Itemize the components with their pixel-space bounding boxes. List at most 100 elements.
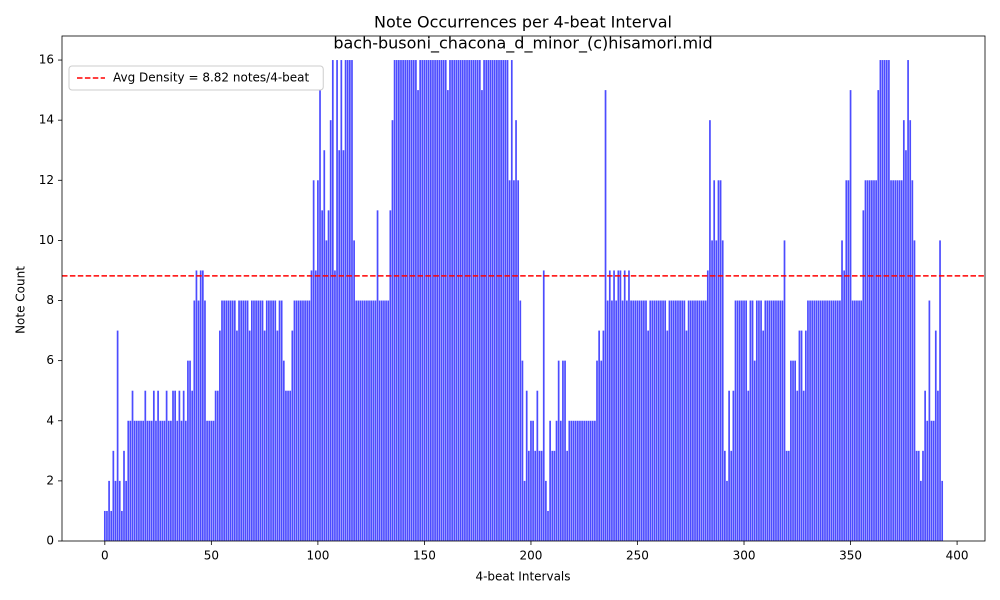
bar	[608, 270, 611, 541]
bar	[939, 240, 941, 541]
bar	[436, 60, 439, 542]
bar	[344, 60, 347, 542]
bar	[287, 390, 289, 541]
bar	[474, 60, 477, 542]
bar	[515, 120, 517, 542]
bar	[527, 450, 530, 541]
bar	[628, 270, 630, 541]
bar	[783, 240, 786, 541]
bar	[920, 480, 922, 541]
bar	[822, 300, 824, 541]
bar	[858, 300, 860, 541]
bar	[726, 480, 728, 541]
bar	[385, 300, 387, 541]
bar	[839, 300, 841, 541]
bar	[355, 300, 358, 541]
bar	[508, 180, 511, 542]
bar	[470, 60, 473, 542]
bar	[455, 60, 458, 542]
bar	[131, 390, 134, 541]
bar	[883, 60, 886, 542]
bar	[270, 300, 272, 541]
bar	[391, 120, 394, 542]
bar	[466, 60, 468, 542]
bar	[862, 210, 865, 541]
bar	[361, 300, 364, 541]
bar	[376, 210, 379, 541]
bar	[125, 480, 127, 541]
bar	[510, 60, 513, 542]
bar	[278, 300, 281, 541]
bar	[568, 420, 571, 541]
bar	[327, 210, 330, 541]
bar	[555, 420, 558, 541]
bar	[184, 420, 187, 541]
bar	[743, 300, 745, 541]
y-tick-label: 10	[39, 233, 54, 247]
bar	[660, 300, 662, 541]
bar	[623, 270, 626, 541]
bar	[619, 270, 622, 541]
bar	[766, 300, 769, 541]
x-tick-label: 350	[839, 549, 862, 563]
bar	[734, 300, 737, 541]
bar	[461, 60, 464, 542]
bar	[421, 60, 424, 542]
bar	[836, 300, 839, 541]
bar	[434, 60, 436, 542]
bar	[662, 300, 664, 541]
bar	[583, 420, 586, 541]
bar	[165, 390, 168, 541]
bar	[233, 300, 236, 541]
chart-title: Note Occurrences per 4-beat Interval	[374, 13, 672, 32]
bar	[250, 300, 253, 541]
bar	[681, 300, 684, 541]
bar	[666, 330, 669, 541]
x-axis-label: 4-beat Intervals	[475, 570, 570, 584]
x-tick-label: 100	[306, 549, 329, 563]
bar	[900, 180, 903, 542]
bar	[570, 420, 573, 541]
bar	[868, 180, 871, 542]
bar	[351, 60, 353, 542]
bar	[598, 330, 600, 541]
bar	[289, 390, 292, 541]
chart-subtitle: bach-busoni_chacona_d_minor_(c)hisamori.…	[333, 34, 712, 54]
bar	[636, 300, 639, 541]
bar	[809, 300, 811, 541]
plot-frame	[61, 35, 986, 542]
bar	[768, 300, 771, 541]
bar	[670, 300, 673, 541]
bar	[419, 60, 422, 542]
y-tick-label: 4	[46, 413, 54, 427]
bar	[449, 60, 451, 542]
bar	[811, 300, 814, 541]
bar	[866, 180, 869, 542]
bar	[794, 360, 797, 541]
bar	[116, 330, 119, 541]
bar	[366, 300, 368, 541]
bar	[841, 240, 843, 541]
bar	[770, 300, 773, 541]
bar	[677, 300, 679, 541]
bar	[645, 300, 647, 541]
bar	[329, 120, 332, 542]
bar	[191, 390, 194, 541]
bar	[853, 300, 856, 541]
bar	[231, 300, 234, 541]
bar	[112, 450, 115, 541]
bar	[559, 420, 562, 541]
bar	[221, 300, 223, 541]
bar	[564, 360, 566, 541]
bar	[594, 420, 596, 541]
bar	[828, 300, 831, 541]
bar	[845, 180, 848, 542]
bar	[751, 300, 754, 541]
bar	[587, 420, 590, 541]
bar	[334, 270, 336, 541]
bar	[817, 300, 820, 541]
bar	[523, 480, 526, 541]
bar	[127, 420, 130, 541]
bar	[687, 300, 690, 541]
